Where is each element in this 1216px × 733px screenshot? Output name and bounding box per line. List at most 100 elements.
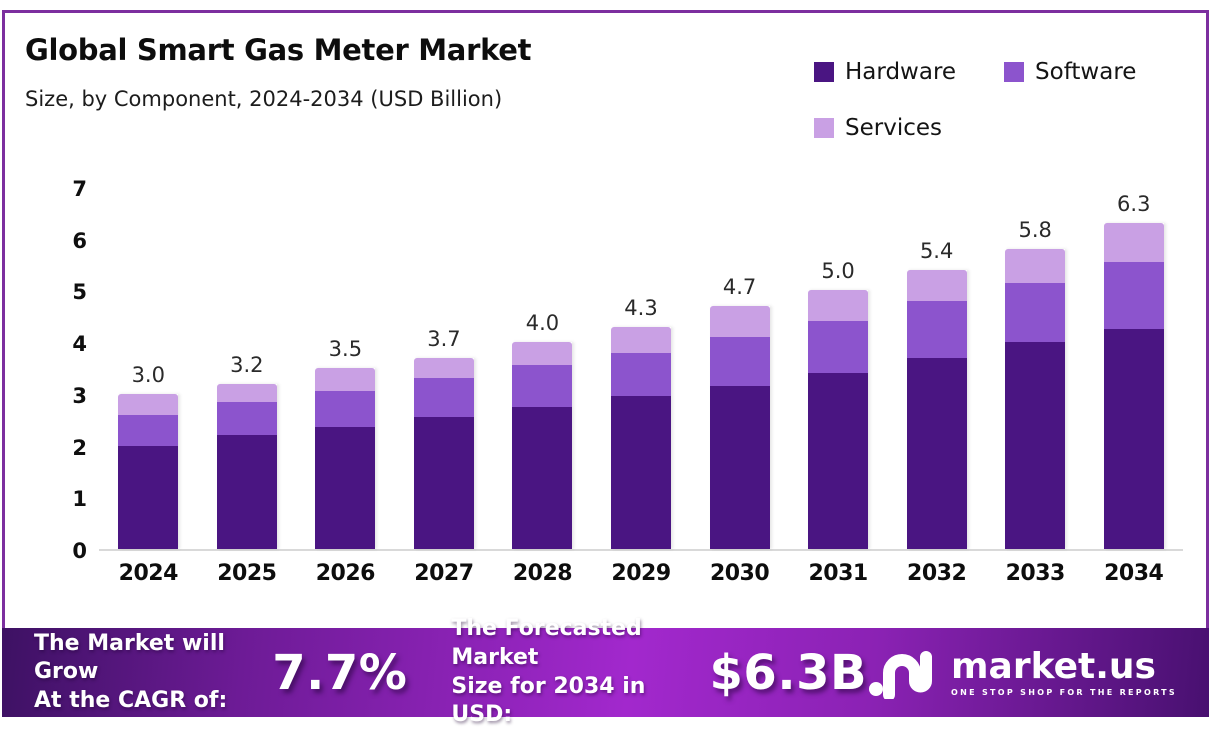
legend-item-software: Software <box>1004 59 1136 85</box>
segment-software-2030 <box>709 336 770 387</box>
segment-services-2031 <box>808 290 869 322</box>
y-tick-label: 2 <box>72 435 87 460</box>
bar-total-label: 5.4 <box>919 238 954 263</box>
segment-software-2032 <box>906 300 967 358</box>
segment-software-2025 <box>216 401 277 436</box>
segment-software-2026 <box>315 391 376 428</box>
brand-text: market.us ONE STOP SHOP FOR THE REPORTS <box>951 645 1177 697</box>
stacked-bar-2031 <box>808 290 869 549</box>
segment-software-2024 <box>118 414 179 446</box>
brand-tagline: ONE STOP SHOP FOR THE REPORTS <box>951 687 1177 697</box>
segment-services-2027 <box>413 357 474 379</box>
bar-total-label: 5.0 <box>821 259 855 284</box>
y-tick-label: 5 <box>72 280 87 305</box>
legend-swatch-icon <box>814 62 834 82</box>
brand-logo: market.us ONE STOP SHOP FOR THE REPORTS <box>867 643 1177 703</box>
segment-services-2029 <box>611 326 671 353</box>
x-axis-label-2026: 2026 <box>315 561 376 586</box>
bar-group-2034: 6.3 <box>1084 189 1183 549</box>
bar-total-label: 5.8 <box>1018 218 1052 243</box>
segment-services-2033 <box>1005 249 1066 283</box>
segment-hardware-2027 <box>413 417 474 549</box>
bar-group-2027: 3.7 <box>395 189 494 549</box>
forecast-label-line1: The Forecasted Market <box>451 616 642 670</box>
forecast-value: $6.3B <box>709 644 868 701</box>
footer-banner: The Market will Grow At the CAGR of: 7.7… <box>2 616 1209 727</box>
stacked-bar-2028 <box>512 342 573 549</box>
x-axis: 2024 2025 2026 2027 2028 2029 2030 2031 2032 2033… <box>99 561 1183 586</box>
segment-hardware-2031 <box>808 373 869 549</box>
forecast-label-line2: Size for 2034 in USD: <box>451 673 646 728</box>
bar-total-label: 4.7 <box>722 274 757 299</box>
market-us-logo-icon <box>867 643 941 703</box>
x-axis-label-2024: 2024 <box>118 561 179 586</box>
segment-hardware-2029 <box>611 396 671 549</box>
bar-group-2026: 3.5 <box>296 189 395 549</box>
x-axis-label-2031: 2031 <box>808 561 868 586</box>
x-axis-label-2034: 2034 <box>1104 561 1164 586</box>
forecast-label: The Forecasted Market Size for 2034 in U… <box>451 615 681 729</box>
stacked-bar-2033 <box>1005 249 1066 549</box>
bar-total-label: 4.3 <box>624 295 658 320</box>
bar-total-label: 3.7 <box>427 326 461 351</box>
segment-software-2027 <box>413 378 474 418</box>
stacked-bar-2029 <box>611 326 671 549</box>
stacked-bar-2032 <box>906 269 967 549</box>
segment-hardware-2030 <box>709 386 770 549</box>
legend-label: Services <box>845 115 942 141</box>
y-tick-label: 0 <box>72 539 87 563</box>
bar-total-label: 3.2 <box>230 352 264 377</box>
cagr-label-line1: The Market will Grow <box>34 630 225 685</box>
stacked-bar-2027 <box>413 357 474 549</box>
segment-services-2024 <box>118 393 179 415</box>
segment-services-2034 <box>1103 223 1164 262</box>
bar-group-2025: 3.2 <box>198 189 297 549</box>
stacked-bar-2024 <box>118 393 179 549</box>
segment-services-2025 <box>216 383 277 402</box>
brand-name: market.us <box>951 645 1156 687</box>
x-axis-label-2028: 2028 <box>512 561 573 586</box>
segment-hardware-2028 <box>512 406 573 549</box>
segment-hardware-2026 <box>315 427 376 549</box>
bar-total-label: 4.0 <box>525 311 560 336</box>
segment-services-2026 <box>315 368 376 392</box>
bar-total-label: 3.0 <box>131 362 165 387</box>
stacked-bar-2034 <box>1103 223 1164 549</box>
legend-swatch-icon <box>1004 62 1025 82</box>
x-axis-label-2033: 2033 <box>1005 561 1066 586</box>
x-axis-label-2029: 2029 <box>611 561 671 586</box>
x-axis-label-2027: 2027 <box>414 561 474 586</box>
segment-software-2033 <box>1005 282 1066 343</box>
segment-services-2030 <box>709 305 770 337</box>
legend-label: Hardware <box>845 59 957 85</box>
bar-total-label: 6.3 <box>1117 192 1151 217</box>
segment-software-2034 <box>1103 262 1164 330</box>
plot-area: 3.0 3.2 3.5 3.7 4.0 4.3 4.7 5.0 5.4 5.8 6.3 <box>99 189 1183 551</box>
page-title: Global Smart Gas Meter Market <box>25 33 532 67</box>
page-subtitle: Size, by Component, 2024-2034 (USD Billi… <box>25 87 503 111</box>
legend-label: Software <box>1035 59 1137 85</box>
bar-group-2028: 4.0 <box>493 189 592 549</box>
cagr-label: The Market will Grow At the CAGR of: <box>34 630 246 716</box>
stacked-bar-2030 <box>709 305 770 549</box>
bar-group-2030: 4.7 <box>690 189 789 549</box>
stacked-bar-2026 <box>315 368 376 549</box>
segment-software-2029 <box>611 352 671 397</box>
segment-services-2028 <box>512 342 573 366</box>
segment-software-2028 <box>512 365 573 407</box>
bar-total-label: 3.5 <box>328 337 363 362</box>
x-axis-label-2025: 2025 <box>217 561 277 586</box>
stacked-bar-2025 <box>216 383 277 549</box>
segment-hardware-2034 <box>1103 329 1164 549</box>
legend-item-services: Services <box>814 115 942 141</box>
y-tick-label: 6 <box>72 228 87 253</box>
legend: Hardware Software Services <box>814 59 1192 141</box>
segment-services-2032 <box>906 269 967 301</box>
y-tick-label: 3 <box>72 383 87 408</box>
bar-group-2031: 5.0 <box>789 189 888 549</box>
legend-swatch-icon <box>814 118 834 138</box>
bar-group-2033: 5.8 <box>986 189 1085 549</box>
segment-hardware-2033 <box>1005 342 1066 549</box>
y-axis: 0 1 2 3 4 5 6 7 <box>43 177 87 563</box>
y-tick-label: 7 <box>72 177 87 201</box>
